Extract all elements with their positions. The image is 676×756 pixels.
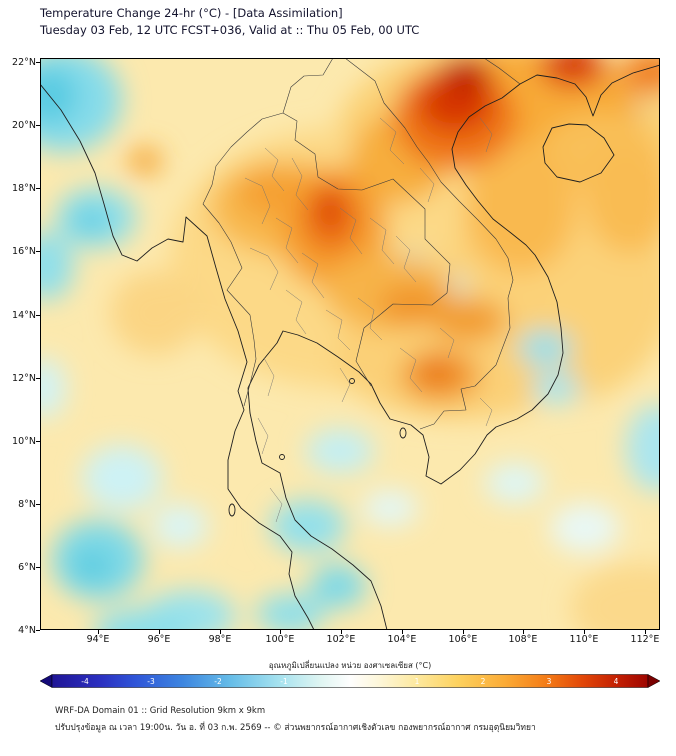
y-tick-label: 8°N [18,499,36,510]
y-tick-mark [36,251,40,252]
colorbar-tick: 2 [481,677,486,686]
colorbar-gradient [51,674,649,688]
y-tick-mark [36,441,40,442]
y-tick-label: 18°N [12,183,36,194]
colorbar-left-arrow [39,674,53,688]
colorbar-tick: -3 [147,677,155,686]
x-tick-mark [523,630,524,634]
province-border-layer [244,117,493,523]
y-tick-label: 6°N [18,562,36,573]
x-tick-mark [341,630,342,634]
x-tick-label: 104°E [387,634,417,645]
footer-credit-thai: ปรับปรุงข้อมูล ณ เวลา 19:00น. วัน อ. ที่… [55,723,536,733]
x-tick-label: 100°E [265,634,295,645]
y-tick-mark [36,62,40,63]
y-tick-label: 4°N [18,625,36,636]
y-tick-label: 14°N [12,310,36,321]
colorbar-tick: -1 [280,677,288,686]
y-tick-label: 10°N [12,436,36,447]
colorbar: -4 -3 -2 -1 1 2 3 4 [39,673,661,688]
x-tick-label: 94°E [86,634,110,645]
colorbar-title: อุณหภูมิเปลี่ยนแปลง หน่วย องศาเซลเซียส (… [268,661,432,670]
temperature-anomaly-blobs [40,58,660,630]
colorbar-tick: 3 [547,677,552,686]
page-subtitle: Tuesday 03 Feb, 12 UTC FCST+036, Valid a… [40,23,420,37]
y-tick-label: 20°N [12,120,36,131]
y-tick-label: 12°N [12,373,36,384]
x-tick-mark [584,630,585,634]
x-tick-label: 98°E [208,634,232,645]
colorbar-tick: -2 [214,677,222,686]
y-tick-mark [36,378,40,379]
country-border-layer [202,58,521,430]
footer-domain-info: WRF-DA Domain 01 :: Grid Resolution 9km … [55,706,266,716]
colorbar-right-arrow [647,674,661,688]
coastline-layer [40,64,660,630]
y-tick-label: 22°N [12,57,36,68]
colorbar-tick: 1 [415,677,420,686]
y-tick-mark [36,504,40,505]
x-tick-label: 112°E [630,634,660,645]
y-tick-mark [36,188,40,189]
y-tick-mark [36,315,40,316]
x-tick-label: 106°E [448,634,478,645]
map-border [40,58,660,630]
x-tick-mark [159,630,160,634]
map-canvas [40,58,660,630]
y-tick-mark [36,125,40,126]
x-tick-mark [402,630,403,634]
colorbar-tick: 4 [614,677,619,686]
x-tick-mark [98,630,99,634]
x-tick-mark [280,630,281,634]
temperature-field-map [40,58,660,630]
x-tick-mark [645,630,646,634]
x-tick-label: 96°E [147,634,171,645]
y-tick-label: 16°N [12,246,36,257]
x-tick-label: 102°E [326,634,356,645]
y-tick-mark [36,567,40,568]
x-tick-label: 108°E [508,634,538,645]
y-tick-mark [36,630,40,631]
x-tick-mark [220,630,221,634]
colorbar-tick: -4 [81,677,89,686]
x-tick-mark [463,630,464,634]
x-tick-label: 110°E [569,634,599,645]
page-title: Temperature Change 24-hr (°C) - [Data As… [40,6,343,20]
